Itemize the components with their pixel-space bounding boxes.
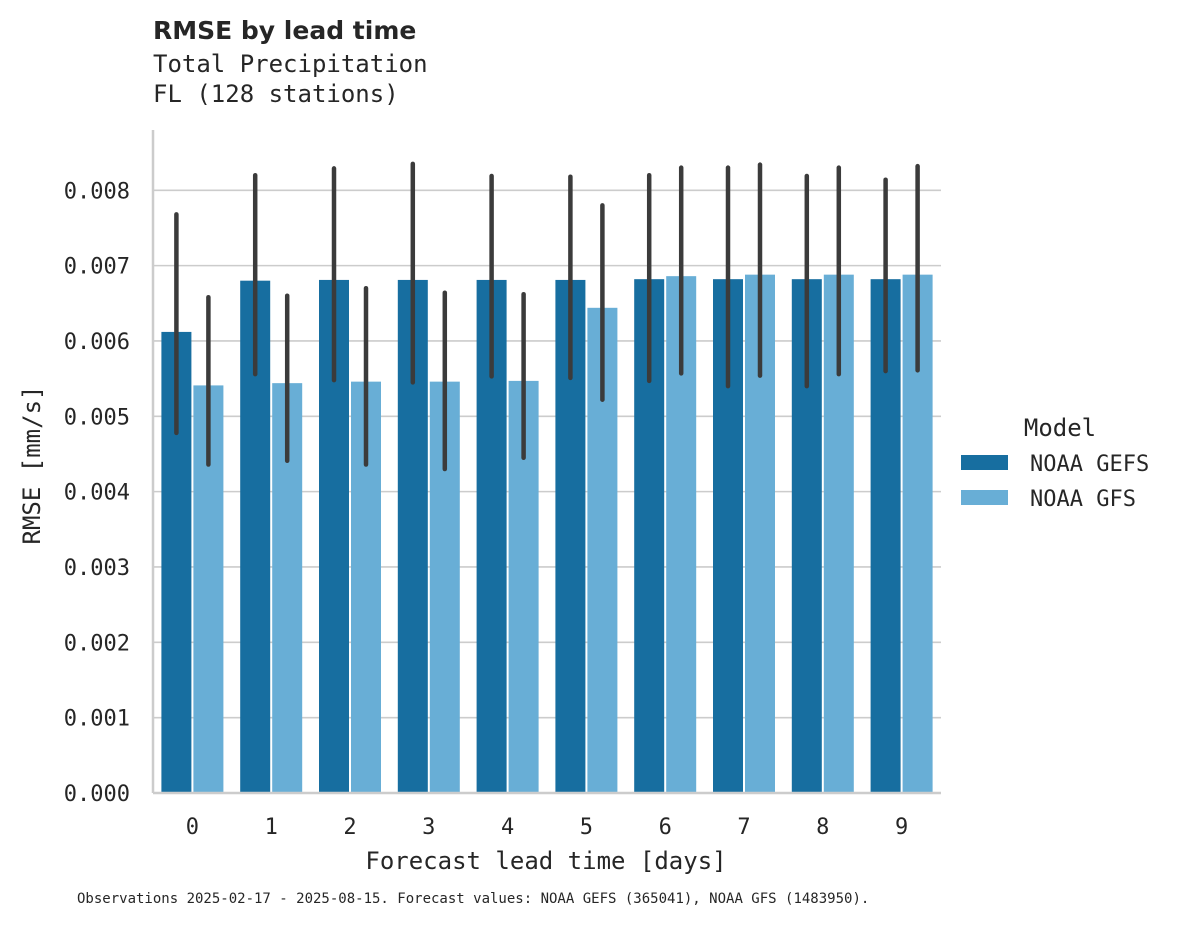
x-tick-label: 7	[737, 815, 750, 840]
y-tick-label: 0.002	[64, 631, 130, 656]
chart-title: RMSE by lead time	[153, 16, 417, 45]
x-tick-label: 5	[580, 815, 593, 840]
y-tick-label: 0.000	[64, 782, 130, 807]
x-tick-label: 0	[186, 815, 199, 840]
rmse-bar-chart: 0.000 0.001 0.002 0.003 0.004 0.005 0.006 0.007…	[18, 130, 1149, 875]
legend-swatch-gfs	[961, 490, 1008, 505]
chart-subtitle-region: FL (128 stations)	[153, 80, 399, 108]
y-tick-labels: 0.000 0.001 0.002 0.003 0.004 0.005 0.006 0.007…	[64, 179, 130, 807]
y-tick-label: 0.001	[64, 707, 130, 732]
y-tick-label: 0.003	[64, 556, 130, 581]
x-axis-label: Forecast lead time [days]	[365, 847, 726, 875]
y-tick-label: 0.008	[64, 179, 130, 204]
y-tick-label: 0.007	[64, 255, 130, 280]
legend-label-gefs: NOAA GEFS	[1030, 452, 1149, 477]
axes	[151, 130, 941, 795]
x-tick-label: 3	[422, 815, 435, 840]
y-tick-label: 0.005	[64, 405, 130, 430]
footer-note: Observations 2025-02-17 - 2025-08-15. Fo…	[77, 891, 870, 907]
legend-label-gfs: NOAA GFS	[1030, 487, 1136, 512]
x-tick-label: 6	[659, 815, 672, 840]
bars	[161, 274, 933, 793]
chart-subtitle-variable: Total Precipitation	[153, 50, 428, 78]
x-tick-label: 8	[816, 815, 829, 840]
grid-lines	[153, 189, 941, 719]
legend-swatch-gefs	[961, 455, 1008, 470]
x-tick-label: 2	[343, 815, 356, 840]
x-tick-label: 9	[895, 815, 908, 840]
legend: Model NOAA GEFS NOAA GFS	[961, 414, 1149, 512]
x-tick-labels: 0 1 2 3 4 5 6 7 8 9	[186, 815, 908, 840]
y-tick-label: 0.006	[64, 330, 130, 355]
x-tick-label: 4	[501, 815, 514, 840]
error-bars	[174, 161, 920, 472]
y-tick-label: 0.004	[64, 481, 130, 506]
x-tick-label: 1	[265, 815, 278, 840]
legend-title: Model	[1024, 414, 1096, 442]
y-axis-label: RMSE [mm/s]	[18, 386, 46, 545]
